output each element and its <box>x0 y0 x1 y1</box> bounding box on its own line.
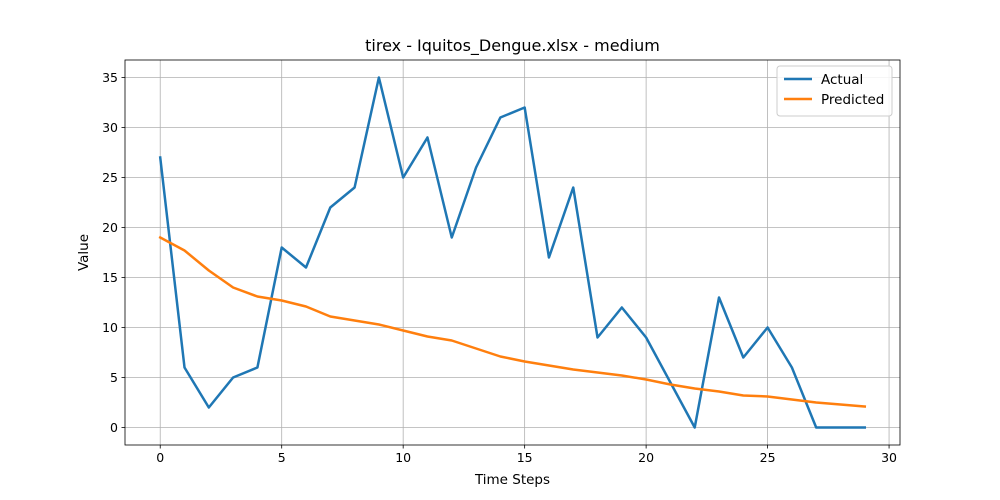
chart-title: tirex - Iquitos_Dengue.xlsx - medium <box>365 36 660 56</box>
grid-lines <box>125 60 900 445</box>
x-tick-label: 30 <box>881 450 897 465</box>
series-line-actual <box>158 76 867 429</box>
series-line-predicted <box>158 235 867 408</box>
legend-label-actual: Actual <box>821 72 863 88</box>
y-tick-label: 20 <box>102 220 118 235</box>
y-tick-label: 5 <box>110 370 118 385</box>
legend-label-predicted: Predicted <box>821 92 884 108</box>
legend: Actual Predicted <box>776 65 893 117</box>
plot-frame <box>124 59 901 446</box>
y-tick-label: 0 <box>110 420 118 435</box>
x-tick-label: 25 <box>760 450 776 465</box>
y-axis-label: Value <box>76 234 92 271</box>
axis-ticks: 0 5 10 15 20 25 30 0 5 10 15 20 25 30 35 <box>102 70 897 465</box>
y-tick-label: 10 <box>102 320 118 335</box>
x-tick-label: 0 <box>156 450 164 465</box>
y-tick-label: 30 <box>102 120 118 135</box>
series-lines <box>158 76 867 429</box>
x-tick-label: 20 <box>638 450 654 465</box>
y-tick-label: 15 <box>102 270 118 285</box>
x-tick-label: 10 <box>395 450 411 465</box>
x-tick-label: 15 <box>517 450 533 465</box>
y-tick-label: 35 <box>102 70 118 85</box>
y-tick-label: 25 <box>102 170 118 185</box>
x-axis-label: Time Steps <box>474 472 550 488</box>
x-tick-label: 5 <box>278 450 286 465</box>
